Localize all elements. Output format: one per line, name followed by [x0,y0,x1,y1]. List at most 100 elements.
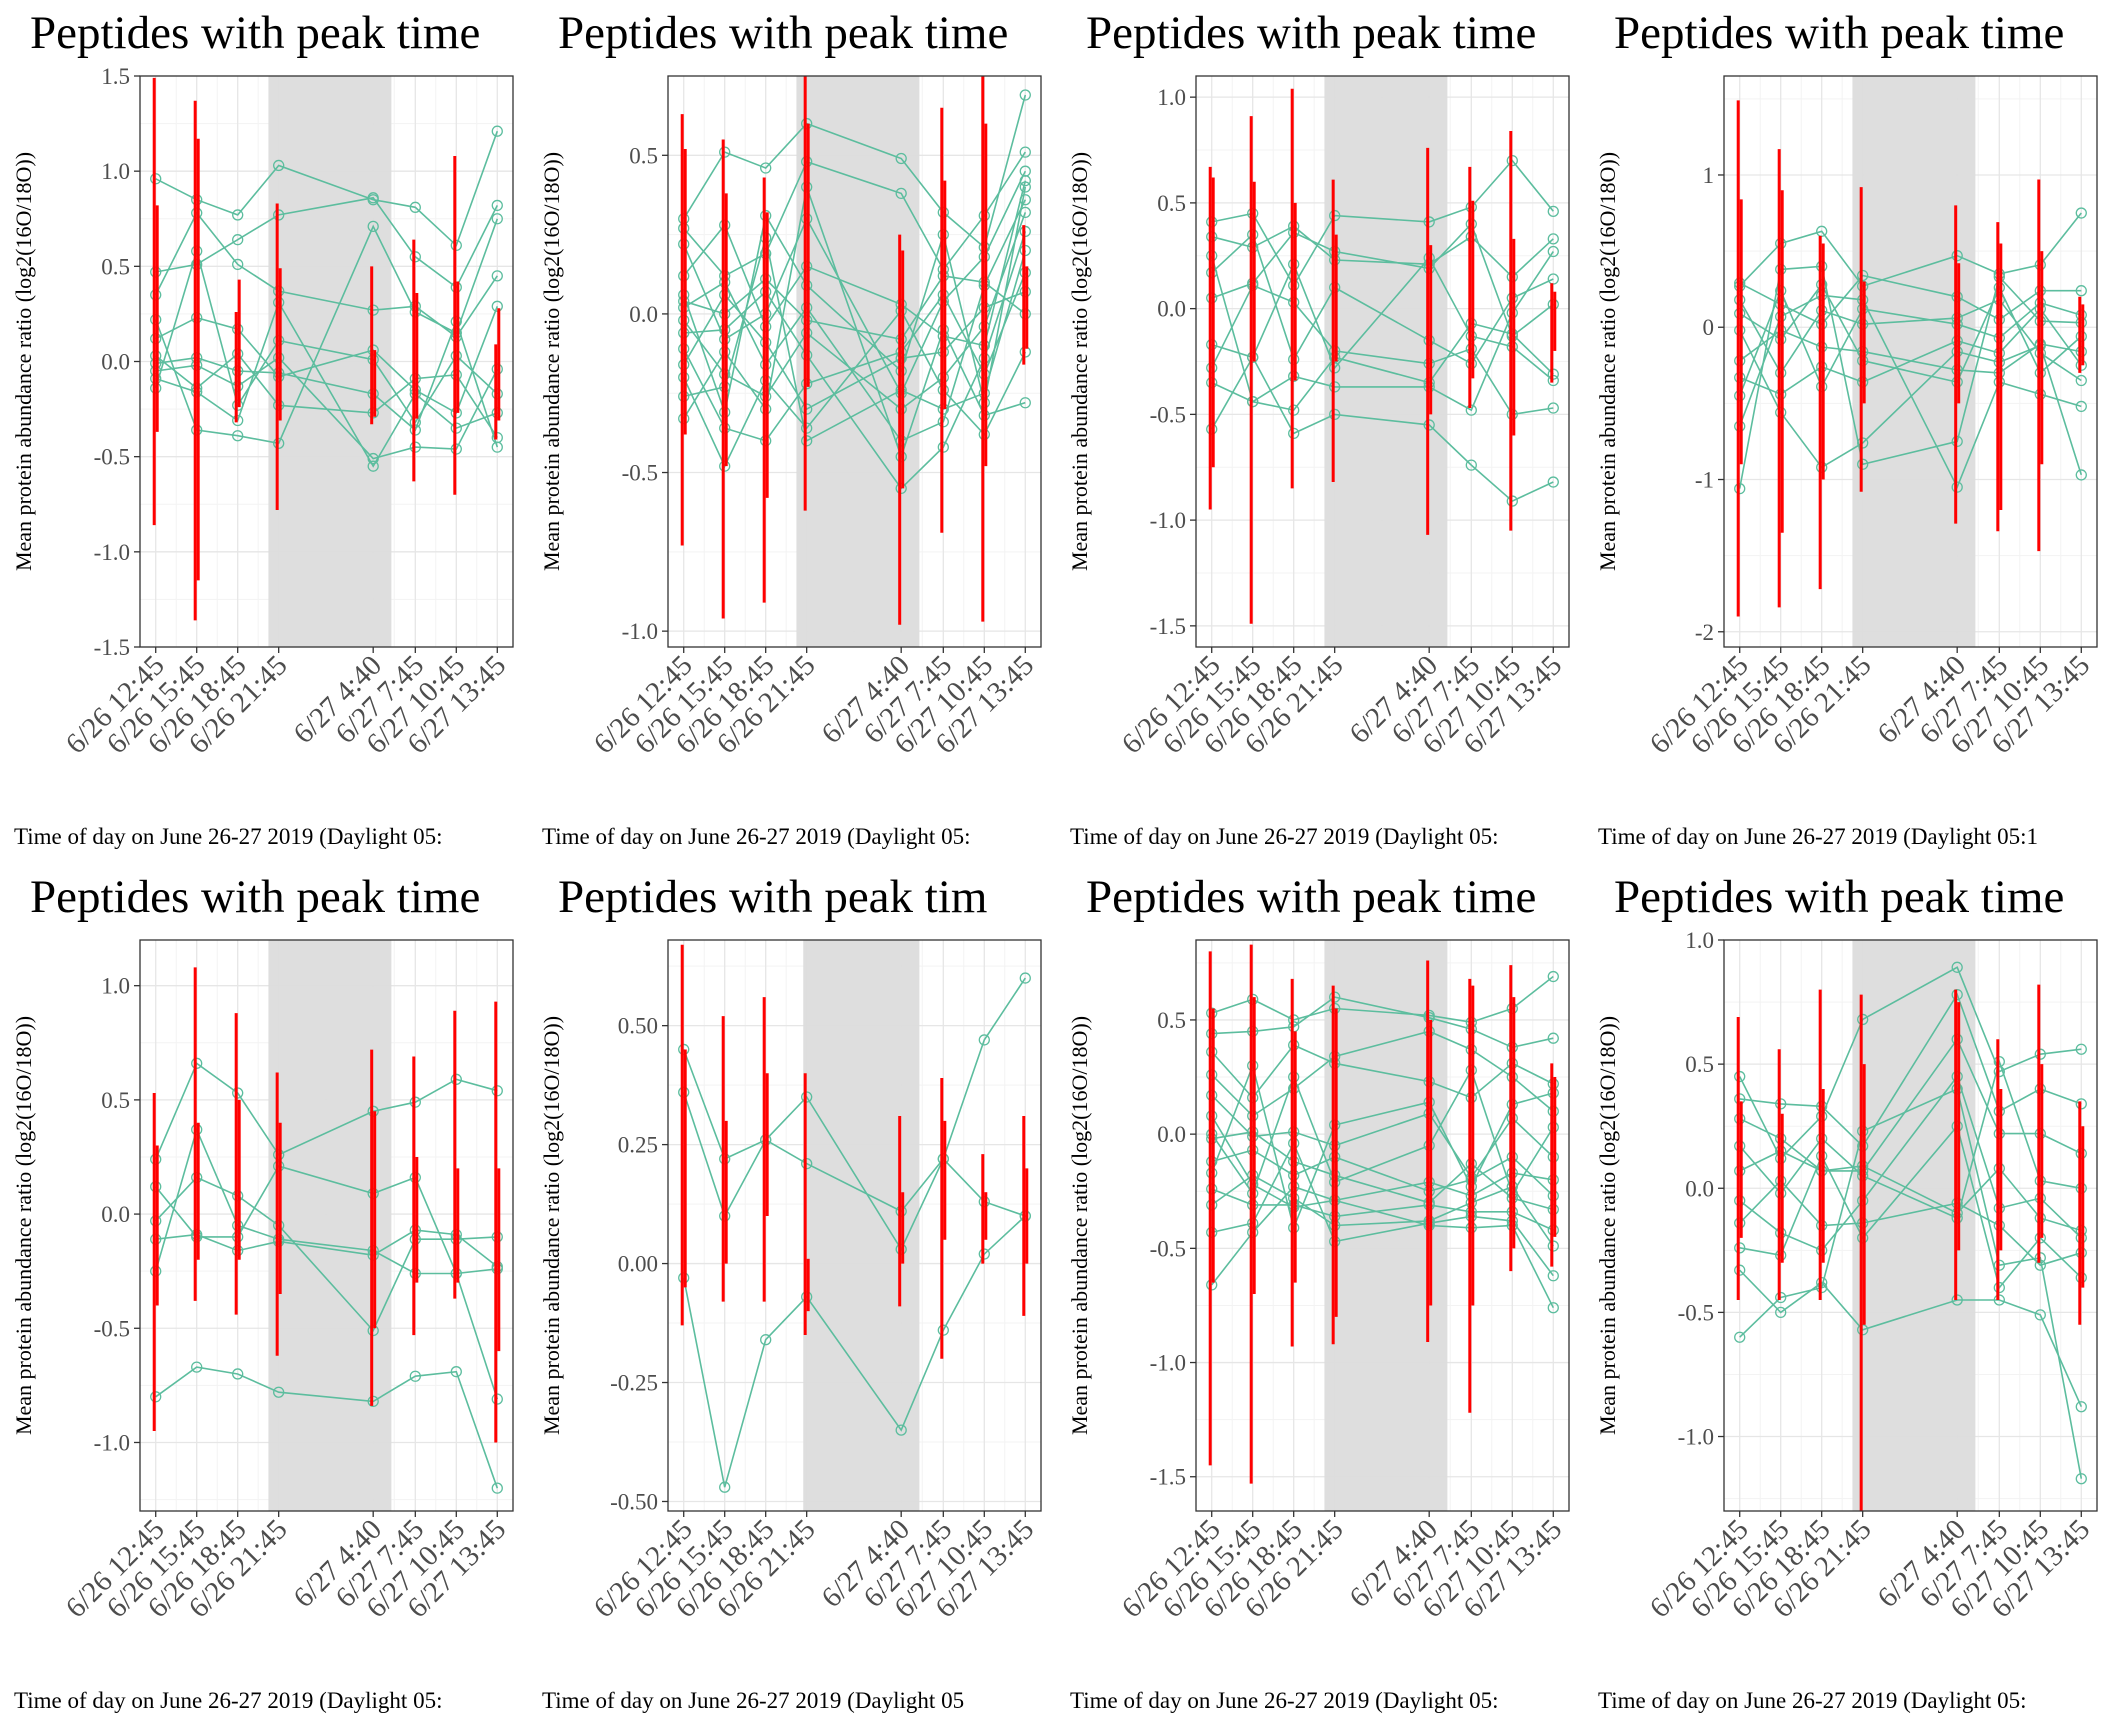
series-line-2 [155,196,499,289]
chart-svg: -1.0-0.50.00.56/26 12:456/26 15:456/26 1… [539,7,1042,849]
series-line-5 [155,1176,498,1333]
y-tick-label: 0.5 [629,143,658,168]
series-line-7 [1211,1131,1554,1211]
data-point [2075,469,2087,481]
series-line-8 [1211,256,1554,430]
series-line-8 [1738,288,2082,397]
plot-area [1734,961,2087,1511]
plot-border [667,75,1042,648]
data-point [760,1334,772,1346]
data-point [1019,89,1031,101]
y-axis-title: Mean protein abundance ratio (log2(16O/1… [11,1016,36,1435]
series-line-6 [1739,1074,2082,1252]
chart-title: Peptides with peak tim [558,871,987,923]
data-point [367,460,379,472]
series-line-6 [1210,284,1554,416]
y-axis-title: Mean protein abundance ratio (log2(16O/1… [539,1016,564,1435]
y-tick-label: -0.5 [1150,402,1186,427]
series-line-4 [154,1127,498,1275]
plot-area [1206,944,1559,1484]
series-line-7 [155,300,498,468]
chart-title: Peptides with peak time [558,7,1008,59]
data-point [1547,476,1559,488]
chart-title: Peptides with peak time [30,7,480,59]
plot-border [1723,75,2098,648]
data-point [1547,245,1559,258]
plot-border [1723,939,2098,1512]
plot-area [678,944,1031,1493]
series-line-7 [1739,298,2082,382]
y-tick-label: 0.0 [1685,1176,1714,1201]
chart-svg: -1.5-1.0-0.50.00.51.06/26 12:456/26 15:4… [1067,7,1570,849]
y-tick-label: -1.0 [1150,1351,1186,1376]
data-point [1547,205,1559,217]
y-tick-label: 1.5 [101,64,130,89]
data-point [191,1361,203,1373]
series-line-4 [1211,222,1554,338]
data-point [1951,481,1963,493]
series-line-5 [1211,343,1554,503]
series-line-3 [682,170,1027,395]
series-line-5 [1739,1150,2082,1232]
plot-border [139,939,514,1512]
series-line-1 [1211,975,1554,1024]
series-line-12 [1211,1185,1555,1309]
y-tick-label: 0.0 [101,1202,130,1227]
series-line-5 [1211,1094,1554,1179]
plot-border [667,939,1042,1512]
series-line-11 [682,309,1027,469]
data-point [491,125,503,137]
series-line-13 [683,275,1026,341]
data-point [2034,1252,2046,1264]
x-axis-title: Time of day on June 26-27 2019 (Daylight… [14,1688,442,1713]
data-point [1951,1294,1963,1306]
data-point [1547,273,1559,285]
data-point [491,199,503,212]
series-line-3 [1739,1037,2082,1172]
data-point [491,213,503,225]
series-line-10 [155,319,499,448]
series-line-10 [1739,307,2082,396]
series-line-1 [682,977,1026,1213]
data-point [1547,1270,1559,1282]
series-line-9 [682,272,1027,442]
chart-panel-3: -1.5 -1.0 -0.5 0.0 0.5 1.0 6/26 12:45 6/26 15:4… [1056,0,1584,864]
y-tick-label: 0.00 [618,1252,658,1277]
data-point [1547,1240,1559,1252]
y-tick-label: 1 [1703,163,1715,188]
series-line-13 [1210,1062,1554,1231]
chart-title: Peptides with peak time [30,871,480,923]
y-axis-title: Mean protein abundance ratio (log2(16O/1… [11,152,36,571]
data-point [2075,1043,2087,1055]
series-line-8 [683,231,1027,490]
series-line-2 [682,1092,1026,1251]
series-line-2 [683,151,1026,277]
data-point [409,1370,421,1382]
data-point [491,270,503,282]
data-point [1506,495,1518,507]
plot-area [150,77,503,621]
y-axis-title: Mean protein abundance ratio (log2(16O/1… [1067,1016,1092,1435]
data-point [1465,459,1477,471]
data-point [2075,374,2087,387]
y-axis-title: Mean protein abundance ratio (log2(16O/1… [1595,1016,1620,1435]
chart-title: Peptides with peak time [1086,871,1536,923]
data-point [895,187,907,200]
y-tick-label: 0.5 [1157,191,1186,216]
series-line-8 [1739,1124,2082,1290]
data-point [1019,181,1031,193]
chart-svg: -1.5-1.0-0.50.00.56/26 12:456/26 15:456/… [1067,871,1570,1713]
series-line-7 [683,212,1027,411]
series-line-7 [1211,322,1554,411]
data-point [1993,1281,2005,1294]
data-point [1547,368,1559,380]
x-axis-title: Time of day on June 26-27 2019 (Daylight… [1070,1688,1498,1713]
series-line-9 [1739,1269,2083,1408]
data-point [1775,1306,1787,1319]
plot-area [1734,100,2087,617]
plot-area [1206,88,1559,624]
series-line-9 [1211,1188,1554,1231]
data-point [232,430,244,442]
